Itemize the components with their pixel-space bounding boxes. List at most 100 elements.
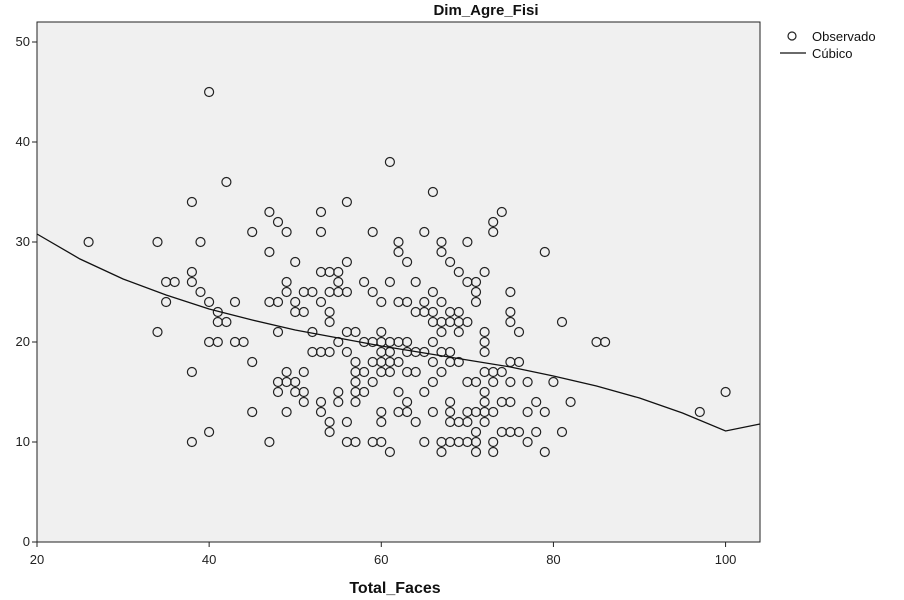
y-tick-label: 0 [23, 534, 30, 549]
data-point [247, 226, 258, 238]
data-point [333, 386, 344, 398]
data-point [315, 396, 327, 408]
data-point [488, 406, 499, 418]
data-point [247, 406, 258, 418]
data-point [522, 436, 533, 448]
data-point [212, 336, 223, 348]
data-point [427, 306, 438, 318]
data-point [272, 326, 284, 338]
data-point [290, 296, 301, 308]
data-point [186, 196, 197, 208]
data-point [556, 426, 568, 438]
data-point [161, 296, 172, 308]
data-point [470, 426, 482, 438]
data-point [453, 266, 464, 278]
x-tick-label: 20 [30, 552, 44, 567]
data-point [470, 376, 482, 388]
y-tick-label: 30 [16, 234, 30, 249]
data-point [427, 356, 438, 368]
data-point [513, 326, 525, 338]
data-point [290, 256, 301, 268]
data-point [359, 366, 370, 378]
data-point [290, 376, 301, 388]
data-point [376, 296, 387, 308]
data-point [488, 216, 499, 228]
data-point [272, 296, 284, 308]
data-point [350, 326, 361, 338]
points-layer [83, 86, 731, 458]
data-point [505, 316, 516, 328]
data-point [341, 286, 352, 298]
data-point [402, 336, 413, 348]
data-point [470, 286, 482, 298]
data-point [505, 306, 516, 318]
x-tick-label: 80 [546, 552, 560, 567]
data-point [272, 216, 284, 228]
data-point [83, 236, 94, 248]
data-point [427, 186, 438, 198]
data-point [367, 376, 378, 388]
data-point [350, 376, 361, 388]
data-point [281, 286, 292, 298]
data-point [436, 236, 447, 248]
legend-cubic-label: Cúbico [812, 46, 852, 61]
data-point [186, 366, 197, 378]
data-point [333, 276, 344, 288]
data-point [315, 226, 327, 238]
data-point [470, 436, 482, 448]
x-tick-label: 100 [715, 552, 737, 567]
x-tick-label: 40 [202, 552, 216, 567]
data-point [298, 366, 309, 378]
data-point [462, 236, 473, 248]
data-point [204, 86, 215, 98]
data-point [376, 416, 387, 428]
data-point [720, 386, 731, 398]
data-point [359, 276, 370, 288]
data-point [479, 416, 490, 428]
data-point [264, 206, 275, 218]
data-point [384, 366, 395, 378]
data-point [488, 226, 499, 238]
data-point [419, 436, 430, 448]
data-point [341, 346, 352, 358]
data-point [462, 316, 473, 328]
data-point [384, 446, 395, 458]
data-point [453, 306, 464, 318]
data-point [462, 416, 473, 428]
data-point [367, 226, 378, 238]
data-point [393, 246, 404, 258]
data-point [410, 366, 421, 378]
data-point [565, 396, 576, 408]
data-point [298, 306, 309, 318]
data-point [479, 386, 490, 398]
data-point [376, 406, 387, 418]
data-point [315, 406, 327, 418]
data-point [505, 396, 516, 408]
data-point [272, 386, 284, 398]
data-point [393, 356, 404, 368]
plot-background [36, 21, 761, 543]
data-point [488, 446, 499, 458]
data-point [436, 296, 447, 308]
data-point [599, 336, 611, 348]
y-tick-label: 20 [16, 334, 30, 349]
data-point [281, 276, 292, 288]
cubic-fit-line [36, 233, 761, 432]
data-point [204, 426, 215, 438]
data-point [453, 326, 464, 338]
data-point [324, 316, 335, 328]
data-point [359, 386, 370, 398]
x-tick-label: 60 [374, 552, 388, 567]
data-point [539, 446, 550, 458]
data-point [281, 406, 292, 418]
data-point [479, 346, 490, 358]
data-point [186, 436, 197, 448]
data-point [548, 376, 559, 388]
data-point [410, 276, 421, 288]
data-point [333, 396, 344, 408]
data-point [221, 316, 232, 328]
data-point [513, 356, 525, 368]
data-point [195, 236, 206, 248]
data-point [505, 376, 516, 388]
